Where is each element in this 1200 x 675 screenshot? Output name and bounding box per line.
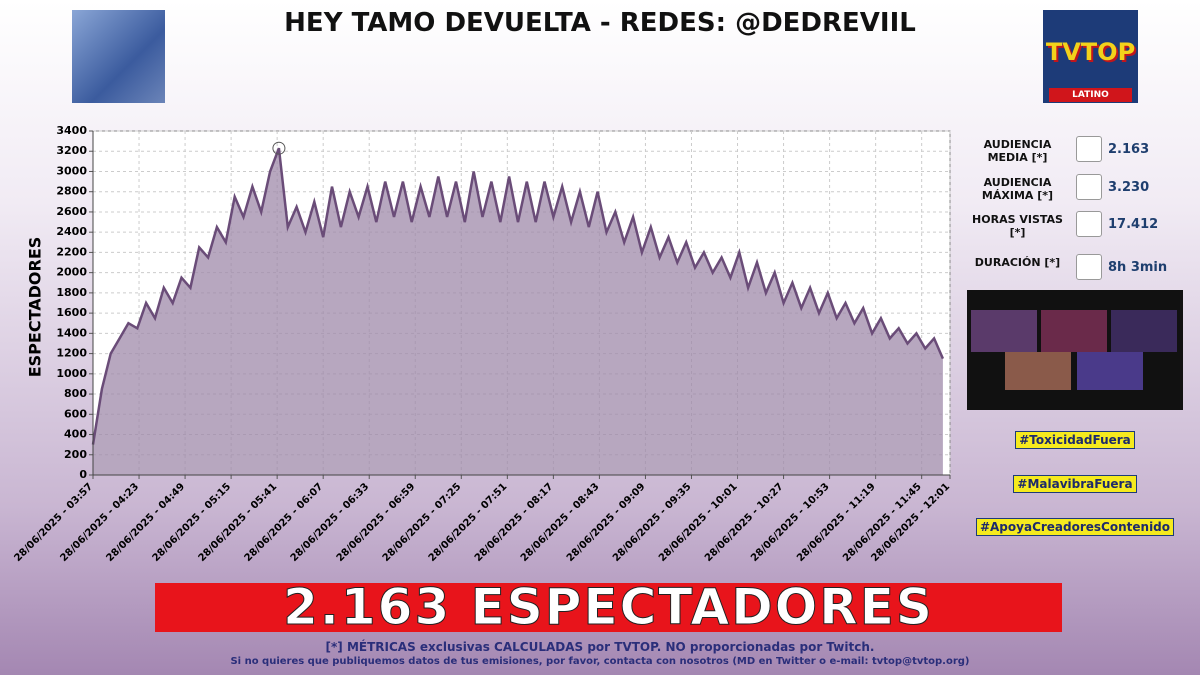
stat-icon <box>1076 254 1102 280</box>
y-tick-label: 1600 <box>56 306 87 319</box>
x-tick-label: 28/06/2025 - 05:41 <box>197 481 280 564</box>
x-tick-label: 28/06/2025 - 08:17 <box>473 481 556 564</box>
hashtag-text: #ToxicidadFuera <box>1015 431 1135 449</box>
logo: TVTOP LATINO <box>1043 10 1138 103</box>
stat-label: AUDIENCIA MÁXIMA [*] <box>981 176 1054 202</box>
x-tick-label: 28/06/2025 - 09:09 <box>565 481 648 564</box>
y-tick-label: 200 <box>64 448 87 461</box>
y-tick-label: 2600 <box>56 205 87 218</box>
logo-name: TVTOP <box>1045 38 1136 66</box>
x-tick-label: 28/06/2025 - 10:27 <box>703 481 786 564</box>
streamer-avatar <box>72 10 165 103</box>
y-tick-label: 3000 <box>56 164 87 177</box>
footer-note: [*] MÉTRICAS exclusivas CALCULADAS por T… <box>325 640 875 654</box>
x-tick-label: 28/06/2025 - 06:59 <box>335 481 418 564</box>
chart: ESPECTADORES 0 200 400 600 800 1000 1200 1400 16… <box>12 124 952 564</box>
y-tick-label: 0 <box>79 468 87 481</box>
stat-value: 3.230 <box>1108 180 1150 195</box>
stat-value: 2.163 <box>1108 142 1150 157</box>
x-tick-label: 28/06/2025 - 04:49 <box>105 481 188 564</box>
viewers-banner: 2.163 ESPECTADORES <box>155 582 1062 633</box>
x-tick-label: 28/06/2025 - 03:57 <box>12 481 95 564</box>
y-tick-label: 2400 <box>56 225 87 238</box>
y-tick-label: 1200 <box>56 347 87 360</box>
stat-value: 17.412 <box>1108 217 1159 232</box>
stat-icon <box>1076 174 1102 200</box>
hashtag: #ApoyaCreadoresContenido <box>960 516 1190 536</box>
line <box>91 147 945 445</box>
x-tick-label: 28/06/2025 - 04:23 <box>58 481 141 564</box>
y-tick-label: 2200 <box>56 245 87 258</box>
y-tick-label: 3200 <box>56 144 87 157</box>
hashtag: #MalavibraFuera <box>960 473 1190 493</box>
x-tick-label: 28/06/2025 - 09:35 <box>611 481 694 564</box>
stat-icon <box>1076 136 1102 162</box>
y-tick-label: 800 <box>64 387 87 400</box>
area <box>93 148 943 475</box>
x-tick-label: 28/06/2025 - 06:33 <box>289 481 372 564</box>
x-tick-label: 28/06/2025 - 06:07 <box>243 481 326 564</box>
stat-value: 8h 3min <box>1108 260 1168 275</box>
stat-label: AUDIENCIA MEDIA [*] <box>983 138 1052 164</box>
y-tick-label: 600 <box>64 407 87 420</box>
x-tick-label: 28/06/2025 - 08:43 <box>519 481 602 564</box>
y-tick-label: 1800 <box>56 286 87 299</box>
stat-label: DURACIÓN [*] <box>974 256 1061 269</box>
stat-icon <box>1076 211 1102 237</box>
x-tick-label: 28/06/2025 - 10:01 <box>657 481 740 564</box>
y-tick-label: 3400 <box>56 124 87 137</box>
webcam-image <box>967 290 1183 410</box>
x-tick-label: 28/06/2025 - 07:25 <box>381 481 464 564</box>
y-tick-label: 400 <box>64 428 87 441</box>
y-tick-label: 2000 <box>56 266 87 279</box>
title: HEY TAMO DEVUELTA - REDES: @DEDREVIIL <box>284 8 916 38</box>
y-axis-label: ESPECTADORES <box>26 237 45 378</box>
x-tick-label: 28/06/2025 - 10:53 <box>749 481 832 564</box>
x-tick-label: 28/06/2025 - 07:51 <box>427 481 510 564</box>
y-tick-label: 1000 <box>56 367 87 380</box>
x-tick-label: 28/06/2025 - 05:15 <box>151 481 234 564</box>
hashtag-text: #MalavibraFuera <box>1013 475 1137 493</box>
hashtag-text: #ApoyaCreadoresContenido <box>975 518 1175 536</box>
y-tick-label: 1400 <box>56 326 87 339</box>
footer-contact: Si no quieres que publiquemos datos de t… <box>230 656 970 667</box>
peak-marker <box>272 141 286 155</box>
hashtag: #ToxicidadFuera <box>960 429 1190 449</box>
x-tick-label: 28/06/2025 - 11:19 <box>795 481 878 564</box>
logo-subtitle: LATINO <box>1049 88 1132 102</box>
y-tick-label: 2800 <box>56 185 87 198</box>
stat-label: HORAS VISTAS [*] <box>972 213 1063 239</box>
